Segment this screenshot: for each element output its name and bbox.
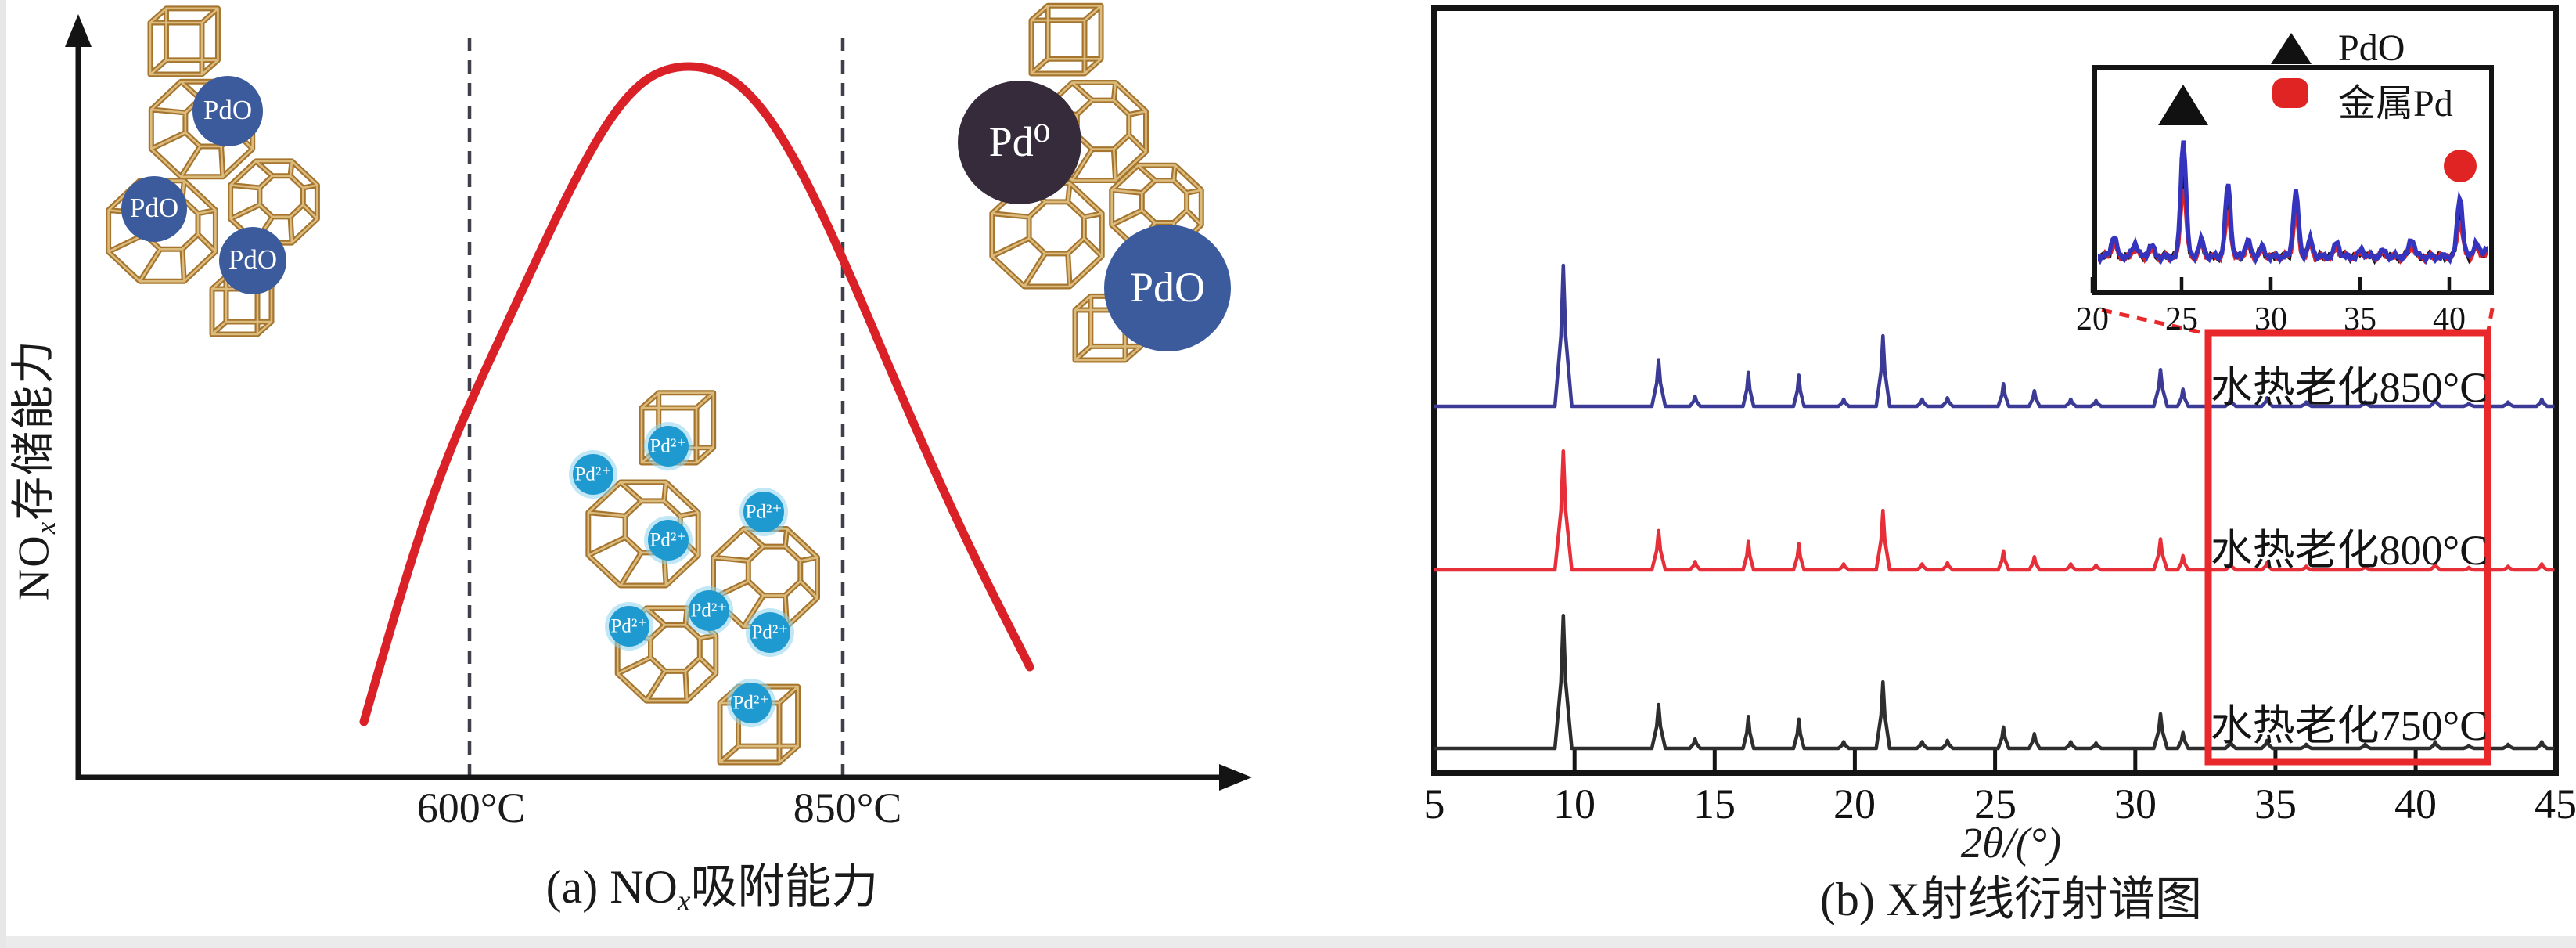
pdo-particle-large: [1104, 225, 1231, 351]
xrd-trace-750: [1434, 614, 2555, 751]
xrd-trace-800: [1434, 449, 2555, 572]
caption-a-prefix: (a) NO: [545, 861, 678, 913]
y-axis-arrow: [65, 14, 92, 47]
inset-x-tick-label: 40: [2433, 301, 2466, 337]
pd2-ion-particle: [648, 426, 689, 467]
legend-label-metal-pd: 金属Pd: [2338, 83, 2453, 124]
inset-traces: [2098, 140, 2488, 265]
inset-x-tick-label: 30: [2254, 301, 2287, 337]
pd2-ion-particle: [750, 612, 790, 653]
pd2-ion-particle: [689, 590, 729, 631]
pd0-particle: [958, 81, 1081, 204]
particle-label: Pd²⁺: [690, 600, 728, 622]
temp-tick-850: 850°C: [793, 784, 902, 831]
x-tick-label: 20: [1833, 780, 1876, 827]
y-axis-label-subscript: x: [31, 520, 62, 535]
series-label-750: 水热老化750°C: [2210, 702, 2488, 749]
x-axis-arrow: [1219, 764, 1252, 791]
scan-edge-strip-bottom: [0, 936, 2576, 948]
pd2-ion-particle: [648, 520, 689, 561]
pdo-particle: [192, 76, 263, 146]
series-label-850: 水热老化850°C: [2210, 364, 2488, 411]
pd2-ion-particle: [731, 683, 772, 723]
x-axis-label-panel-b: 2θ/(°): [1960, 819, 2062, 867]
inset-x-tick-label: 20: [2076, 301, 2109, 337]
particle-label: Pd²⁺: [751, 622, 789, 643]
legend-label-pdo: PdO: [2338, 27, 2405, 69]
inset-x-tick-label: 35: [2344, 301, 2376, 337]
temp-tick-600: 600°C: [416, 784, 526, 831]
x-tick-label: 5: [1423, 780, 1445, 827]
inset-x-tick-label: 25: [2165, 301, 2198, 337]
particle-label: PdO: [1129, 263, 1206, 311]
x-tick-label: 30: [2114, 780, 2157, 827]
pdo-peak-marker-triangle: [2158, 85, 2208, 125]
pdo-particle: [121, 176, 187, 242]
metal-pd-peak-marker-dot: [2444, 150, 2477, 182]
panel-a: [65, 2, 1252, 791]
xrd-trace-850: [1434, 263, 2555, 409]
nox-capacity-curve: [359, 62, 1034, 726]
zeolite-cage-center: [585, 390, 820, 766]
particle-label: PdO: [228, 244, 278, 276]
scan-edge-strip-left: [0, 0, 6, 948]
pd2-ion-particle: [609, 606, 649, 647]
caption-a-subscript: x: [677, 885, 691, 917]
particle-label: PdO: [203, 95, 253, 126]
series-label-800: 水热老化800°C: [2210, 527, 2488, 574]
particle-label: Pd²⁺: [574, 463, 612, 485]
caption-panel-b: (b) X射线衍射谱图: [1819, 874, 2203, 925]
particle-label: Pd⁰: [988, 118, 1051, 166]
particle-label: Pd²⁺: [732, 692, 770, 714]
pd2-ion-particle: [743, 492, 784, 532]
y-axis-label-suffix: 存储能力: [9, 338, 59, 521]
particle-label: Pd²⁺: [649, 529, 687, 551]
inset-connector-right: [2485, 308, 2495, 336]
caption-a-suffix: 吸附能力: [690, 861, 879, 913]
caption-panel-a: (a) NOx吸附能力: [399, 861, 1025, 917]
particle-label: PdO: [129, 193, 179, 224]
legend-triangle-icon: [2271, 33, 2312, 64]
x-tick-label: 10: [1553, 780, 1596, 827]
pd2-ion-particle: [573, 454, 613, 495]
x-tick-label: 40: [2394, 780, 2437, 827]
particle-label: Pd²⁺: [745, 501, 783, 523]
panel-b: [1431, 5, 2559, 776]
inset-trace-850°C: [2098, 140, 2488, 265]
x-tick-label: 35: [2254, 780, 2297, 827]
legend-dot-icon: [2272, 78, 2308, 108]
highlight-rectangle: [2204, 329, 2491, 766]
pdo-particle: [219, 227, 286, 294]
x-tick-label: 15: [1693, 780, 1736, 827]
x-tick-label: 25: [1974, 780, 2017, 827]
particle-label: Pd²⁺: [610, 615, 648, 637]
y-axis-label-prefix: NO: [9, 534, 59, 601]
particle-label: Pd²⁺: [649, 435, 687, 457]
y-axis-label-panel-a: NOx存储能力: [9, 338, 62, 601]
x-tick-label: 45: [2535, 780, 2576, 827]
zeolite-cage-left: [106, 5, 320, 337]
